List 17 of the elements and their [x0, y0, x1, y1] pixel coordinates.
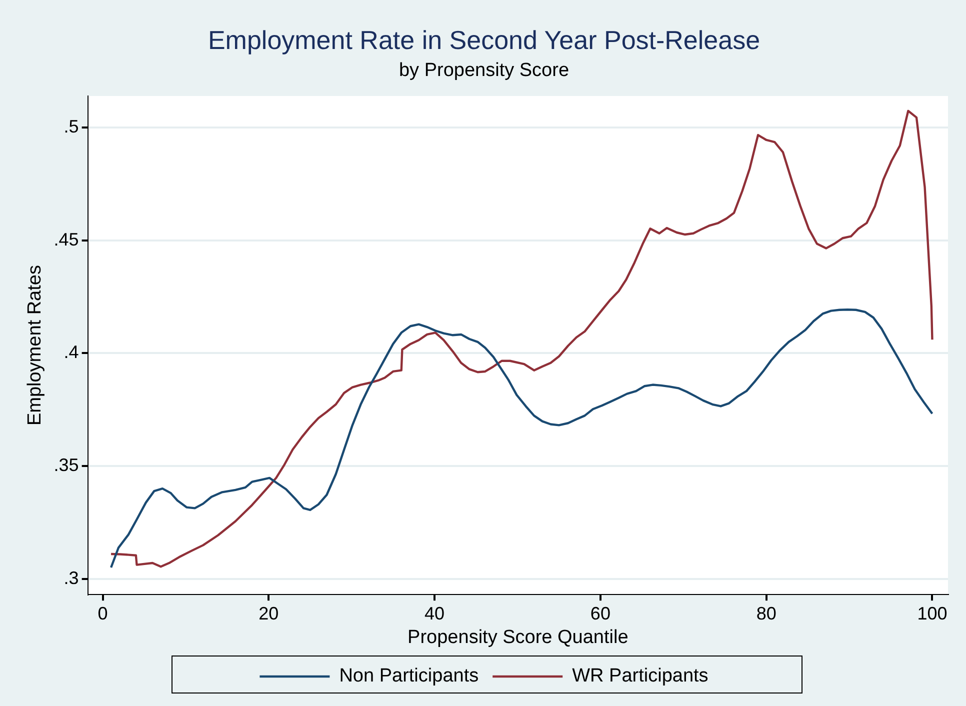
x-tick-label: 80 — [756, 603, 776, 624]
legend-label: WR Participants — [572, 666, 708, 687]
y-tick-label: .45 — [54, 229, 79, 250]
x-tick-label: 100 — [917, 603, 948, 624]
x-tick-label: 40 — [424, 603, 445, 624]
y-tick-label: .3 — [64, 568, 79, 588]
x-tick-label: 60 — [590, 603, 610, 624]
legend-label: Non Participants — [339, 666, 479, 687]
x-tick-label: 20 — [258, 603, 279, 624]
x-tick-label: 0 — [98, 603, 108, 624]
y-axis-title: Employment Rates — [24, 265, 46, 426]
chart-title: Employment Rate in Second Year Post-Release — [208, 24, 760, 55]
chart-subtitle: by Propensity Score — [398, 60, 570, 81]
y-tick-label: .5 — [64, 116, 79, 137]
x-axis-title: Propensity Score Quantile — [408, 626, 628, 648]
y-tick-label: .35 — [54, 454, 79, 475]
y-tick-label: .4 — [64, 342, 79, 362]
